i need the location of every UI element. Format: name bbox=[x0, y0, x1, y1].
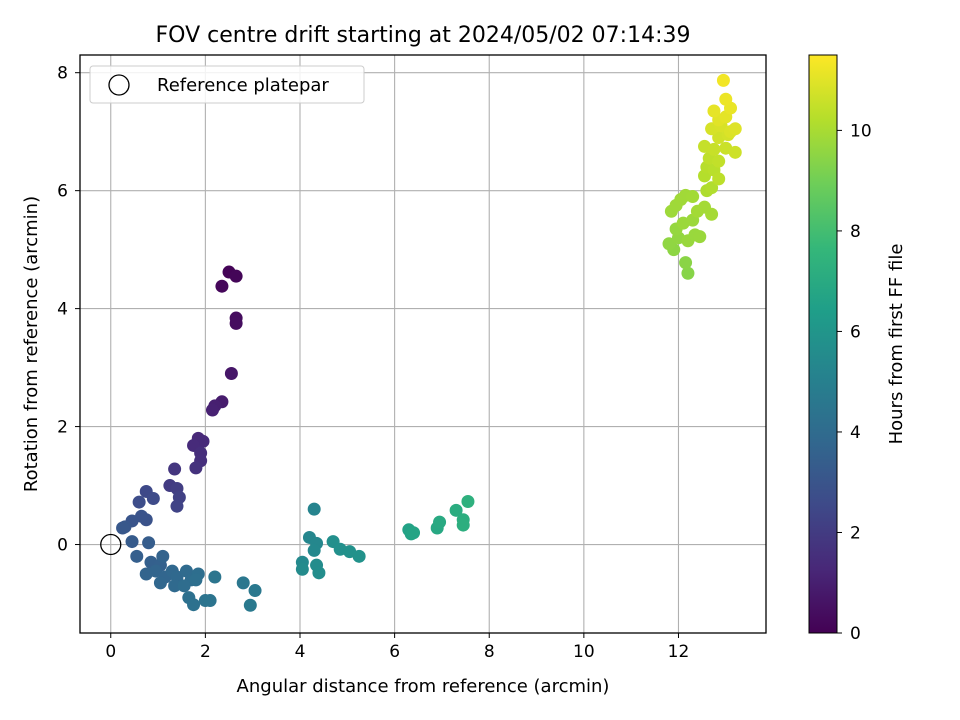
x-axis-ticks: 0 2 4 6 8 10 12 bbox=[105, 633, 689, 662]
legend: Reference platepar bbox=[89, 65, 365, 104]
data-point bbox=[187, 598, 201, 612]
colorbar-tick-label: 0 bbox=[850, 624, 861, 644]
data-point bbox=[461, 494, 475, 508]
plot-frame bbox=[79, 54, 767, 634]
colorbar-tick-label: 4 bbox=[850, 423, 861, 443]
x-tick-label: 0 bbox=[105, 642, 116, 662]
data-point bbox=[153, 576, 167, 590]
x-tick-label: 2 bbox=[200, 642, 211, 662]
data-point bbox=[433, 515, 447, 529]
data-point bbox=[407, 526, 421, 540]
data-point bbox=[229, 316, 243, 330]
colorbar-tick-label: 8 bbox=[850, 222, 861, 242]
y-tick-label: 0 bbox=[57, 536, 68, 556]
y-tick-label: 6 bbox=[57, 182, 68, 202]
data-point bbox=[728, 145, 742, 159]
x-axis-label: Angular distance from reference (arcmin) bbox=[237, 676, 610, 697]
x-tick-label: 12 bbox=[668, 642, 690, 662]
data-point bbox=[712, 154, 726, 168]
data-point bbox=[149, 564, 163, 578]
data-point bbox=[307, 543, 321, 557]
colorbar-gradient bbox=[808, 54, 838, 634]
data-point bbox=[189, 461, 203, 475]
data-point bbox=[208, 570, 222, 584]
data-point bbox=[170, 499, 184, 513]
data-point bbox=[686, 190, 700, 204]
x-tick-label: 6 bbox=[389, 642, 400, 662]
chart-title: FOV centre drift starting at 2024/05/02 … bbox=[156, 23, 691, 48]
y-tick-label: 4 bbox=[57, 300, 68, 320]
data-point bbox=[130, 549, 144, 563]
colorbar-tick-label: 10 bbox=[850, 121, 872, 141]
data-points bbox=[116, 73, 742, 612]
data-point bbox=[142, 536, 156, 550]
data-point bbox=[224, 366, 238, 380]
y-tick-label: 8 bbox=[57, 64, 68, 84]
legend-box bbox=[89, 65, 365, 104]
data-point bbox=[705, 181, 719, 195]
data-point bbox=[168, 462, 182, 476]
grid-lines bbox=[80, 55, 766, 633]
data-point bbox=[189, 573, 203, 587]
data-point bbox=[229, 269, 243, 283]
data-point bbox=[707, 104, 721, 118]
data-point bbox=[712, 172, 726, 186]
reference-point-layer bbox=[100, 533, 122, 556]
colorbar-tick-label: 6 bbox=[850, 322, 861, 342]
data-point bbox=[156, 549, 170, 563]
colorbar-label: Hours from first FF file bbox=[886, 244, 907, 445]
data-point bbox=[132, 495, 146, 509]
data-point bbox=[215, 279, 229, 293]
data-point bbox=[307, 502, 321, 516]
data-point bbox=[662, 237, 676, 251]
x-tick-label: 8 bbox=[484, 642, 495, 662]
data-point bbox=[205, 403, 219, 417]
data-point bbox=[248, 584, 262, 598]
data-point bbox=[312, 566, 326, 580]
data-point bbox=[449, 503, 463, 517]
data-point bbox=[168, 579, 182, 593]
data-point bbox=[352, 549, 366, 563]
colorbar: 0 2 4 6 8 10 Hours from first FF file bbox=[808, 54, 907, 644]
x-tick-label: 10 bbox=[573, 642, 595, 662]
x-tick-label: 4 bbox=[295, 642, 306, 662]
legend-marker-icon bbox=[108, 74, 130, 96]
data-point bbox=[705, 207, 719, 221]
data-point bbox=[716, 73, 730, 87]
data-point bbox=[719, 92, 733, 106]
data-point bbox=[203, 594, 217, 608]
data-point bbox=[146, 492, 160, 506]
y-tick-label: 2 bbox=[57, 418, 68, 438]
data-point bbox=[679, 256, 693, 270]
reference-point-marker bbox=[100, 533, 122, 556]
data-point bbox=[243, 598, 257, 612]
y-axis-label: Rotation from reference (arcmin) bbox=[21, 196, 42, 492]
data-point bbox=[456, 518, 470, 532]
data-point bbox=[707, 142, 721, 156]
colorbar-ticks: 0 2 4 6 8 10 bbox=[837, 121, 872, 644]
colorbar-tick-label: 2 bbox=[850, 523, 861, 543]
legend-entry-reference: Reference platepar bbox=[157, 75, 329, 96]
data-point bbox=[125, 535, 139, 549]
data-point bbox=[177, 579, 191, 593]
data-point bbox=[116, 521, 130, 535]
data-point bbox=[295, 562, 309, 576]
data-point bbox=[236, 576, 250, 590]
data-point bbox=[728, 122, 742, 136]
y-axis-ticks: 0 2 4 6 8 bbox=[57, 64, 80, 556]
data-point bbox=[693, 230, 707, 244]
data-point bbox=[681, 266, 695, 280]
